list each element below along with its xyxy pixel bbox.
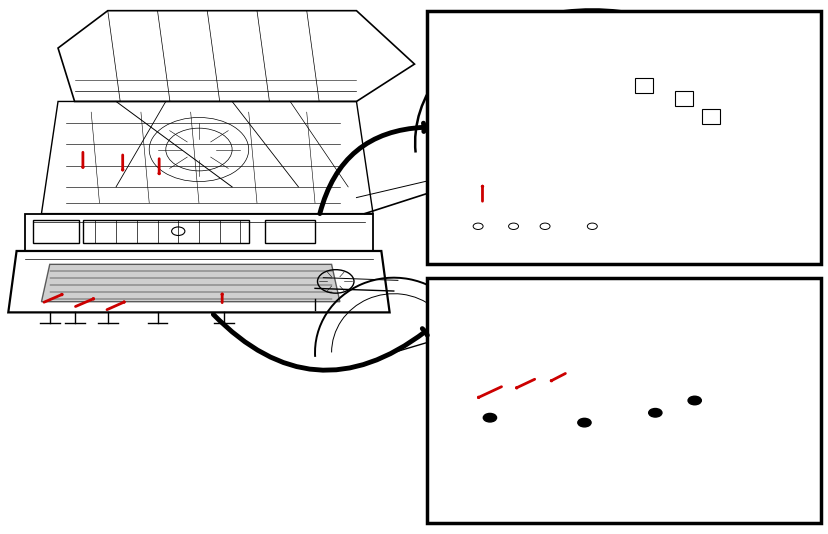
Bar xyxy=(265,220,315,243)
Circle shape xyxy=(577,418,590,427)
Circle shape xyxy=(648,409,661,417)
Polygon shape xyxy=(41,264,339,302)
Bar xyxy=(83,220,248,243)
Bar xyxy=(426,11,820,264)
Bar xyxy=(33,220,79,243)
Circle shape xyxy=(483,413,496,422)
Bar xyxy=(634,78,652,93)
Polygon shape xyxy=(446,285,643,310)
Bar xyxy=(674,91,692,106)
Bar xyxy=(701,109,720,124)
Circle shape xyxy=(687,396,700,405)
Bar xyxy=(426,278,820,523)
